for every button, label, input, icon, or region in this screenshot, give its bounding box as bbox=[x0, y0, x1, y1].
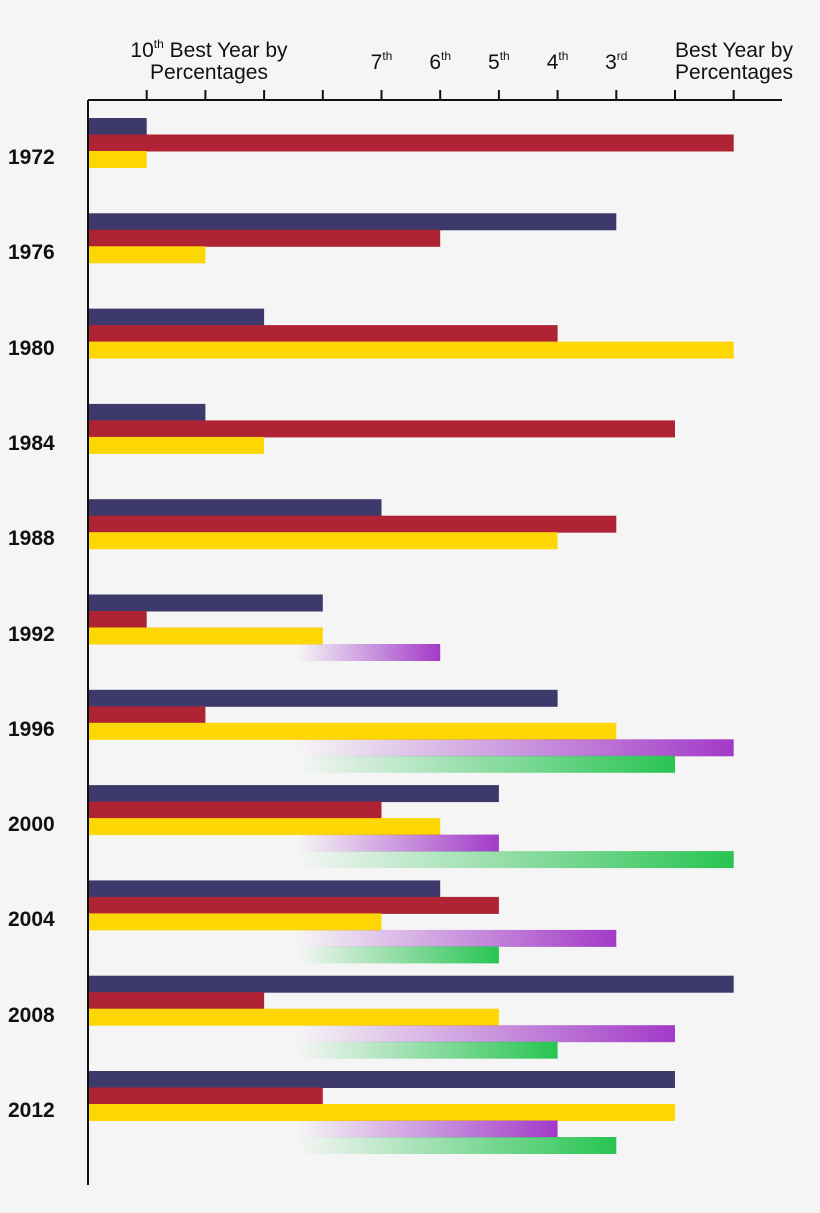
bar-series-2 bbox=[88, 325, 558, 343]
bar-series-1 bbox=[88, 1071, 675, 1088]
bar-series-2 bbox=[88, 611, 147, 628]
bar-series-4 bbox=[298, 834, 499, 852]
y-tick-label: 2000 bbox=[8, 813, 55, 837]
axis-label-left-line2: Percentages bbox=[150, 61, 268, 84]
axis-label-left-num: 10 bbox=[130, 39, 154, 62]
bar-series-1 bbox=[88, 594, 323, 612]
bar-series-1 bbox=[88, 880, 441, 898]
bar-series-3 bbox=[88, 722, 617, 740]
y-tick-label: 2008 bbox=[8, 1003, 55, 1027]
x-tick-label: 3rd bbox=[605, 49, 628, 74]
bar-series-3 bbox=[88, 151, 147, 168]
bar-series-3 bbox=[88, 818, 441, 836]
bar-series-4 bbox=[298, 1120, 558, 1138]
bar-series-4 bbox=[298, 739, 734, 757]
bar-series-2 bbox=[88, 1087, 323, 1105]
bar-series-2 bbox=[88, 229, 441, 247]
bar-series-1 bbox=[88, 689, 558, 707]
bar-series-1 bbox=[88, 499, 382, 517]
y-tick-label: 1996 bbox=[8, 717, 55, 741]
x-tick-label: 6th bbox=[429, 49, 452, 74]
x-tick-label: 4th bbox=[546, 49, 569, 74]
bar-series-2 bbox=[88, 801, 382, 819]
y-tick-label: 1972 bbox=[8, 146, 55, 169]
bar-series-4 bbox=[298, 644, 441, 661]
bar-series-5 bbox=[298, 1137, 617, 1154]
x-tick-label: 5th bbox=[488, 49, 510, 74]
bar-series-3 bbox=[88, 627, 323, 645]
y-tick-label: 2004 bbox=[8, 908, 55, 932]
bar-series-4 bbox=[298, 929, 617, 947]
y-tick-label: 1992 bbox=[8, 622, 55, 646]
axis-label-left: 10th Best Year by Percentages bbox=[98, 37, 320, 84]
bar-series-3 bbox=[88, 1104, 675, 1121]
bar-series-3 bbox=[88, 436, 265, 454]
bar-series-3 bbox=[88, 1008, 499, 1026]
bar-series-2 bbox=[88, 515, 617, 533]
bar-series-2 bbox=[88, 896, 499, 914]
x-tick-label: 7th bbox=[370, 49, 393, 74]
bar-series-1 bbox=[88, 213, 617, 231]
y-tick-label: 1984 bbox=[8, 431, 55, 455]
y-tick-label: 1988 bbox=[8, 527, 55, 551]
bar-series-3 bbox=[88, 532, 558, 550]
axis-label-left-text: Best Year by bbox=[163, 39, 288, 62]
bar-series-3 bbox=[88, 913, 382, 931]
bar-series-5 bbox=[298, 755, 675, 773]
bar-series-2 bbox=[88, 420, 675, 438]
axis-label-left-sup: th bbox=[153, 37, 164, 51]
bar-series-1 bbox=[88, 975, 734, 993]
y-tick-label: 2012 bbox=[8, 1099, 55, 1122]
bar-series-1 bbox=[88, 785, 499, 803]
bar-series-4 bbox=[298, 1025, 675, 1043]
bar-series-2 bbox=[88, 706, 206, 724]
bar-series-5 bbox=[298, 1041, 558, 1059]
axis-label-right-line2: Percentages bbox=[675, 61, 793, 84]
bar-series-3 bbox=[88, 341, 734, 359]
y-tick-label: 1980 bbox=[8, 336, 55, 360]
bar-series-5 bbox=[298, 946, 499, 964]
axis-label-right-line1: Best Year by bbox=[675, 39, 793, 62]
bar-series-2 bbox=[88, 134, 734, 152]
axis-label-right: Best Year by Percentages bbox=[650, 40, 818, 84]
bar-series-3 bbox=[88, 246, 206, 264]
bar-series-5 bbox=[298, 851, 734, 869]
y-tick-label: 1976 bbox=[8, 241, 55, 265]
bar-series-1 bbox=[88, 403, 206, 421]
bar-series-1 bbox=[88, 308, 265, 326]
bar-series-1 bbox=[88, 118, 147, 135]
bar-series-2 bbox=[88, 992, 265, 1010]
